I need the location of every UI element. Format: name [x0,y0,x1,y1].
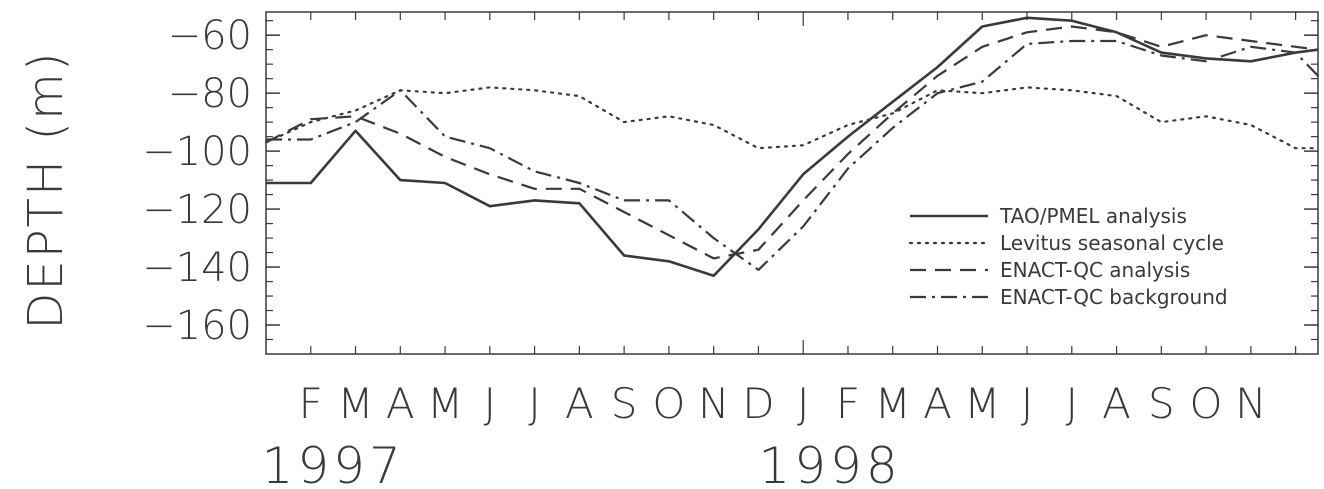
x-month-label: A [923,379,952,428]
x-month-label: J [484,379,496,428]
series-line-dashdot [266,39,1319,271]
y-tick-label: −140 [142,245,252,291]
series-line-solid [266,16,1319,278]
y-tick-label: −160 [142,303,252,349]
legend-label: ENACT-QC background [1000,285,1228,309]
x-month-label: N [698,379,729,428]
x-month-label: F [836,379,860,428]
x-month-label: A [1102,379,1131,428]
legend-label: ENACT-QC analysis [1000,258,1190,282]
x-month-label: A [386,379,415,428]
x-month-label: J [528,379,540,428]
y-tick-label: −80 [168,71,252,117]
x-month-label: M [875,379,911,428]
x-month-label: N [1235,379,1266,428]
x-year-label: 1998 [758,437,901,489]
x-month-label: M [337,379,373,428]
x-month-label: A [565,379,594,428]
legend-label: Levitus seasonal cycle [1000,231,1224,255]
x-month-label: J [797,379,809,428]
y-tick-label: −60 [168,13,252,59]
y-tick-label: −100 [142,129,252,175]
x-month-label: O [1190,379,1223,428]
x-month-label: M [427,379,463,428]
x-month-label: D [742,379,774,428]
legend-label: TAO/PMEL analysis [999,204,1187,228]
y-axis-title: DEPTH (m) [18,50,74,329]
legend: TAO/PMEL analysis Levitus seasonal cycle E… [908,204,1228,309]
axis-ticks [266,12,1318,354]
x-month-label: S [1148,379,1175,428]
x-month-label: F [299,379,323,428]
x-month-label: J [1021,379,1033,428]
data-series [264,16,1320,278]
x-year-label: 1997 [262,437,405,489]
x-month-label: J [1066,379,1078,428]
x-month-label: M [964,379,1000,428]
x-month-label: O [652,379,685,428]
x-year-labels: 1997 1998 [262,437,901,489]
x-month-label: S [611,379,638,428]
y-tick-labels: −60 −80 −100 −120 −140 −160 [142,13,252,349]
y-tick-label: −120 [142,187,252,233]
series-line-dotted [264,86,1320,150]
